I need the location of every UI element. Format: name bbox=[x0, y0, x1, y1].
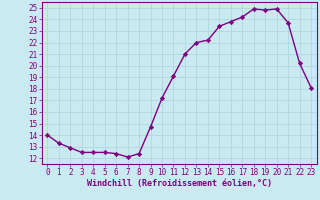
X-axis label: Windchill (Refroidissement éolien,°C): Windchill (Refroidissement éolien,°C) bbox=[87, 179, 272, 188]
